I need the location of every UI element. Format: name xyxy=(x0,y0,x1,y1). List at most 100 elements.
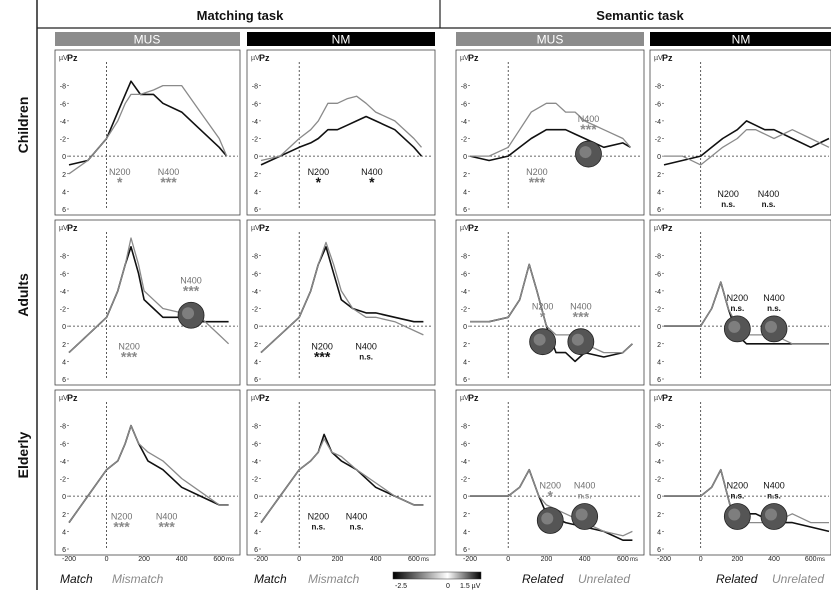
y-tick-label: 2 xyxy=(254,342,258,349)
y-tick-label: 6 xyxy=(62,547,66,554)
electrode-label: Pz xyxy=(468,393,479,403)
y-tick-label: 0 xyxy=(62,154,66,161)
y-tick-label: 6 xyxy=(254,207,258,214)
unit-label: µV xyxy=(251,55,260,62)
y-tick-label: 4 xyxy=(657,529,661,536)
y-tick-label: -2 xyxy=(655,307,661,314)
y-tick-label: 2 xyxy=(62,172,66,179)
significance-label: n.s. xyxy=(767,492,781,501)
significance-label: *** xyxy=(580,121,597,137)
y-tick-label: 0 xyxy=(254,494,258,501)
y-tick-label: -6 xyxy=(252,441,258,448)
y-tick-label: -8 xyxy=(252,424,258,431)
y-tick-label: 4 xyxy=(254,189,258,196)
row-label-adults: Adults xyxy=(15,273,31,317)
y-tick-label: -8 xyxy=(655,424,661,431)
y-tick-label: -6 xyxy=(461,101,467,108)
y-tick-label: 2 xyxy=(254,512,258,519)
x-tick-label: 600 xyxy=(805,556,817,563)
condition-bar-nm-1 xyxy=(247,32,435,46)
y-tick-label: 6 xyxy=(62,207,66,214)
y-tick-label: 0 xyxy=(463,324,467,331)
unit-label: µV xyxy=(59,395,68,402)
y-tick-label: 6 xyxy=(463,207,467,214)
x-tick-label: -200 xyxy=(463,556,477,563)
significance-label: *** xyxy=(573,309,590,325)
x-tick-label: -200 xyxy=(62,556,76,563)
unit-label: µV xyxy=(654,225,663,232)
series-line-light xyxy=(470,469,633,537)
y-tick-label: -8 xyxy=(60,254,66,261)
panel-frame-elderly-semantic-mus xyxy=(455,389,645,556)
component-label: N400 xyxy=(156,511,178,521)
y-tick-label: -8 xyxy=(655,254,661,261)
significance-label: n.s. xyxy=(762,200,776,209)
y-tick-label: 0 xyxy=(254,154,258,161)
y-tick-label: -4 xyxy=(60,289,66,296)
electrode-label: Pz xyxy=(259,223,270,233)
significance-label: n.s. xyxy=(578,492,592,501)
x-tick-label: 0 xyxy=(105,556,109,563)
y-tick-label: 0 xyxy=(657,494,661,501)
unit-label: µV xyxy=(460,395,469,402)
colorbar-mid: 0 xyxy=(446,583,450,590)
y-tick-label: 4 xyxy=(62,189,66,196)
x-tick-label: 0 xyxy=(297,556,301,563)
y-tick-label: -4 xyxy=(461,289,467,296)
series-line-light xyxy=(664,129,830,166)
series-line-dark xyxy=(260,246,424,354)
x-tick-label: 600 xyxy=(213,556,225,563)
y-tick-label: -2 xyxy=(655,137,661,144)
legend-match-2: Match xyxy=(254,572,287,586)
y-tick-label: -6 xyxy=(252,271,258,278)
y-tick-label: 6 xyxy=(657,377,661,384)
y-tick-label: -8 xyxy=(461,254,467,261)
y-tick-label: -2 xyxy=(60,137,66,144)
y-tick-label: -4 xyxy=(655,119,661,126)
y-tick-label: -8 xyxy=(655,84,661,91)
topo-map-highlight xyxy=(541,512,554,525)
y-tick-label: -6 xyxy=(655,441,661,448)
y-tick-label: 2 xyxy=(254,172,258,179)
topo-map-highlight xyxy=(575,508,588,521)
y-tick-label: 4 xyxy=(62,529,66,536)
y-tick-label: 4 xyxy=(657,189,661,196)
x-tick-label: 400 xyxy=(579,556,591,563)
y-tick-label: 4 xyxy=(657,359,661,366)
significance-label: n.s. xyxy=(350,522,364,531)
series-line-dark xyxy=(68,80,228,166)
significance-label: n.s. xyxy=(730,304,744,313)
y-tick-label: 0 xyxy=(463,154,467,161)
panel-frame-adults-matching-mus xyxy=(54,219,241,386)
electrode-label: Pz xyxy=(662,223,673,233)
electrode-label: Pz xyxy=(259,393,270,403)
y-tick-label: 2 xyxy=(657,172,661,179)
y-tick-label: -4 xyxy=(60,459,66,466)
y-tick-label: 2 xyxy=(463,512,467,519)
y-tick-label: 2 xyxy=(62,512,66,519)
significance-label: *** xyxy=(121,348,138,364)
series-line-light xyxy=(68,84,228,175)
series-line-light xyxy=(260,438,424,523)
significance-label: n.s. xyxy=(767,304,781,313)
y-tick-label: -4 xyxy=(655,289,661,296)
component-label: N200 xyxy=(311,341,333,351)
y-tick-label: 0 xyxy=(657,154,661,161)
component-label: N400 xyxy=(180,275,202,285)
significance-label: * xyxy=(548,488,554,504)
colorbar xyxy=(392,571,482,580)
x-tick-label: 0 xyxy=(506,556,510,563)
y-tick-label: 0 xyxy=(62,494,66,501)
series-line-dark xyxy=(469,128,631,162)
condition-bar-nm-2 xyxy=(650,32,831,46)
y-tick-label: -4 xyxy=(252,289,258,296)
unit-label: µV xyxy=(59,225,68,232)
series-line-light xyxy=(260,95,422,162)
task-label-matching: Matching task xyxy=(197,8,284,23)
condition-label-mus-2: MUS xyxy=(537,33,564,47)
component-label: N400 xyxy=(158,167,180,177)
unit-label: µV xyxy=(460,225,469,232)
x-unit-label: ms xyxy=(421,557,429,563)
series-line-dark xyxy=(68,246,229,354)
